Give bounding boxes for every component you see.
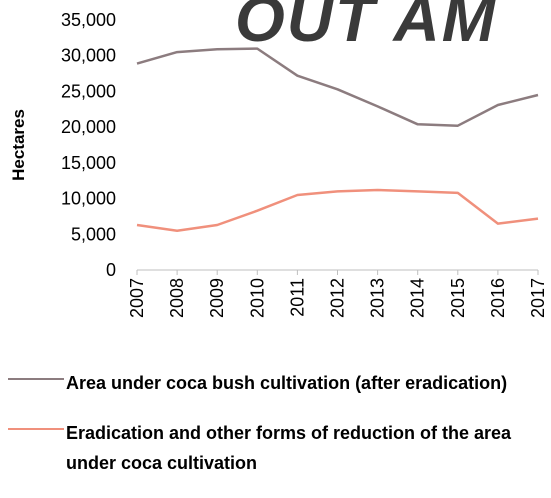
legend-item-series-0: Area under coca bush cultivation (after … [8,368,551,398]
series-line-1 [136,188,539,232]
legend-item-series-1: Eradication and other forms of reduction… [8,418,551,478]
x-tick-label: 2016 [488,278,508,318]
chart-series [136,47,539,232]
chart-legend: Area under coca bush cultivation (after … [8,368,551,498]
x-tick-label: 2013 [368,278,388,318]
x-tick-label: 2017 [528,278,548,318]
watermark-text: OUT AM [235,0,498,55]
y-tick-label: 5,000 [71,224,116,244]
legend-label-series-0: Area under coca bush cultivation (after … [66,373,508,393]
y-tick-label: 15,000 [61,153,116,173]
legend-label-series-1: Eradication and other forms of reduction… [66,423,512,473]
series-line-0 [136,47,539,127]
x-tick-label: 2012 [328,278,348,318]
legend-swatch-series-0 [8,378,64,380]
x-tick-label: 2009 [207,278,227,318]
x-tick-label: 2010 [247,278,267,318]
y-tick-label: 35,000 [61,10,116,30]
y-axis-label: Hectares [9,109,28,181]
x-tick-label: 2014 [408,278,428,318]
line-chart: 0 5,000 10,000 15,000 20,000 25,000 30,000 35,0… [9,10,548,318]
x-tick-label: 2011 [287,278,307,317]
y-tick-label: 30,000 [61,46,116,66]
x-tick-label: 2008 [167,278,187,318]
y-tick-label: 25,000 [61,81,116,101]
y-tick-label: 20,000 [61,117,116,137]
y-tick-label: 0 [106,260,116,280]
x-tick-label: 2007 [127,278,147,318]
y-tick-label: 10,000 [61,189,116,209]
x-tick-label: 2015 [448,278,468,318]
legend-swatch-series-1 [8,428,64,430]
chart-axes: 0 5,000 10,000 15,000 20,000 25,000 30,000 35,0… [9,10,548,318]
